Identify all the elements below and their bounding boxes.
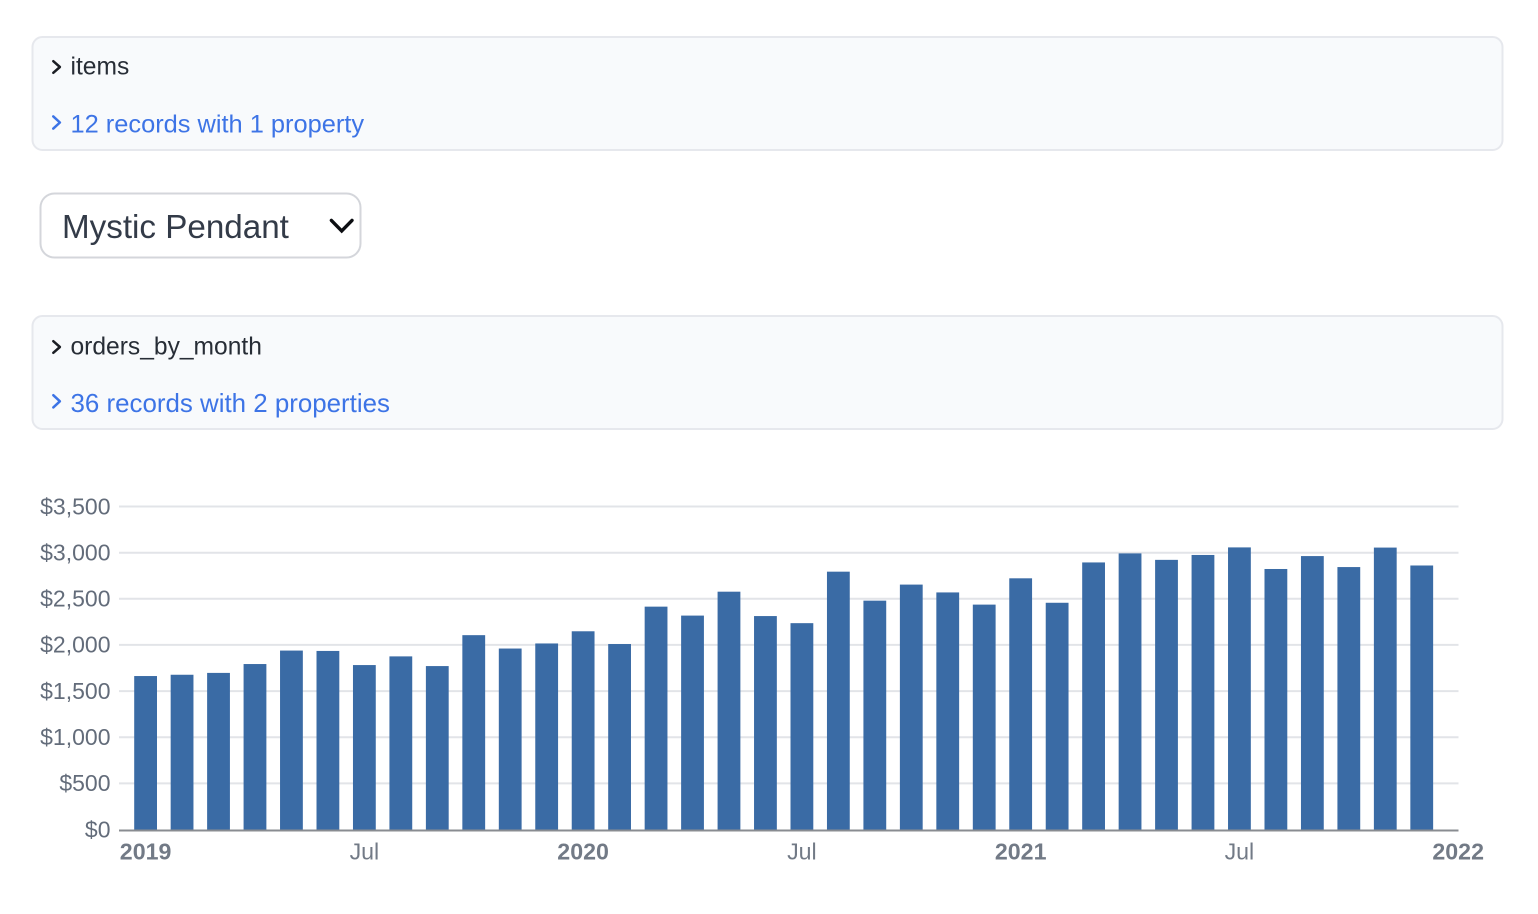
svg-text:Jul: Jul (787, 838, 817, 864)
svg-text:$2,000: $2,000 (40, 632, 110, 658)
svg-text:2022: 2022 (1432, 838, 1484, 864)
svg-text:2020: 2020 (557, 838, 609, 864)
svg-text:items: items (71, 54, 130, 81)
svg-text:$500: $500 (59, 770, 110, 796)
svg-text:$0: $0 (85, 816, 111, 842)
svg-text:$1,000: $1,000 (40, 724, 110, 750)
svg-text:Jul: Jul (350, 838, 380, 864)
svg-text:orders_by_month: orders_by_month (71, 334, 262, 361)
svg-text:12 records with 1 property: 12 records with 1 property (71, 111, 365, 139)
svg-text:$1,500: $1,500 (40, 678, 110, 704)
svg-text:Mystic Pendant: Mystic Pendant (62, 209, 289, 246)
svg-text:$3,500: $3,500 (40, 493, 110, 519)
svg-text:Jul: Jul (1225, 838, 1255, 864)
svg-text:$3,000: $3,000 (40, 540, 110, 566)
svg-text:36 records with 2 properties: 36 records with 2 properties (71, 390, 391, 418)
svg-text:2021: 2021 (995, 838, 1047, 864)
svg-text:$2,500: $2,500 (40, 586, 110, 612)
svg-text:2019: 2019 (120, 838, 172, 864)
